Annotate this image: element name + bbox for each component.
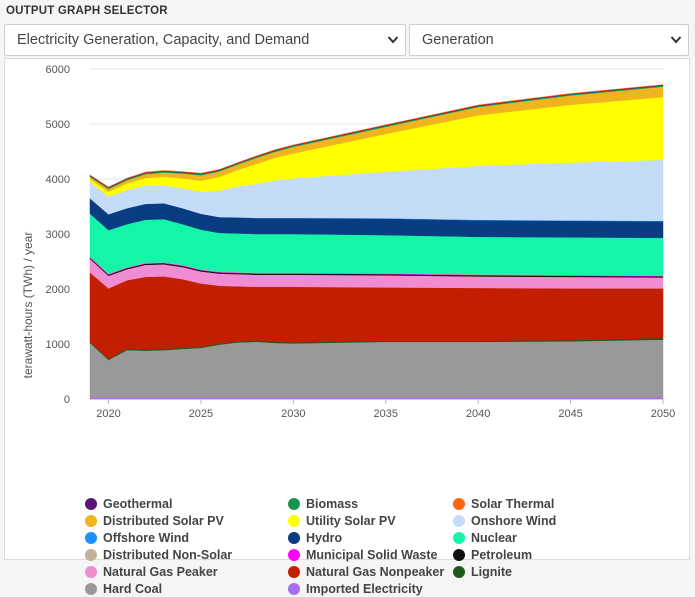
chart-container: 2020 2025 2030 2035 2040 2045 2050 0 1000 2000 30…: [4, 58, 690, 596]
legend-item[interactable]: Natural Gas Nonpeaker: [288, 564, 444, 580]
legend-label: Petroleum: [471, 548, 533, 562]
view-select[interactable]: Generation: [409, 24, 689, 56]
legend-item[interactable]: Imported Electricity: [288, 581, 423, 597]
x-tick-label: 2045: [558, 408, 582, 420]
legend-label: Imported Electricity: [306, 582, 423, 596]
legend-item[interactable]: Distributed Non-Solar: [85, 547, 232, 563]
legend-item[interactable]: Solar Thermal: [453, 496, 554, 512]
legend-label: Biomass: [306, 497, 359, 511]
legend-swatch: [453, 532, 465, 544]
legend-swatch: [453, 515, 465, 527]
y-axis: 0 1000 2000 3000 4000 5000 6000: [46, 64, 70, 406]
panel-title: OUTPUT GRAPH SELECTOR: [6, 5, 168, 17]
legend-swatch: [288, 532, 300, 544]
legend-swatch: [85, 498, 97, 510]
y-tick-label: 0: [64, 394, 70, 406]
legend-swatch: [85, 515, 97, 527]
legend-item[interactable]: Hydro: [288, 530, 342, 546]
x-tick-label: 2035: [373, 408, 397, 420]
legend-swatch: [453, 566, 465, 578]
legend-label: Distributed Non-Solar: [103, 548, 233, 562]
legend-label: Solar Thermal: [471, 497, 555, 511]
legend-swatch: [453, 498, 465, 510]
legend-label: Natural Gas Nonpeaker: [306, 565, 445, 579]
legend-item[interactable]: Geothermal: [85, 496, 172, 512]
legend-item[interactable]: Petroleum: [453, 547, 532, 563]
legend-swatch: [85, 532, 97, 544]
area-series: [89, 84, 664, 400]
legend-item[interactable]: Natural Gas Peaker: [85, 564, 218, 580]
legend-item[interactable]: Hard Coal: [85, 581, 162, 597]
chevron-down-icon: [670, 25, 682, 66]
y-tick-label: 4000: [46, 174, 70, 186]
legend-label: Natural Gas Peaker: [103, 565, 218, 579]
legend-label: Offshore Wind: [103, 531, 189, 545]
x-tick-label: 2025: [189, 408, 213, 420]
y-tick-label: 3000: [46, 229, 70, 241]
y-tick-label: 2000: [46, 284, 70, 296]
chevron-down-icon: [387, 25, 399, 66]
legend-label: Distributed Solar PV: [103, 514, 224, 528]
legend-swatch: [288, 583, 300, 595]
view-select-value: Generation: [422, 32, 494, 48]
legend-item[interactable]: Municipal Solid Waste: [288, 547, 438, 563]
legend-swatch: [85, 583, 97, 595]
legend-item[interactable]: Distributed Solar PV: [85, 513, 224, 529]
legend-item[interactable]: Onshore Wind: [453, 513, 556, 529]
legend-item[interactable]: Biomass: [288, 496, 358, 512]
area-solar-thermal[interactable]: [89, 84, 664, 188]
y-tick-label: 5000: [46, 119, 70, 131]
legend-item[interactable]: Nuclear: [453, 530, 517, 546]
legend-swatch: [453, 549, 465, 561]
legend-item[interactable]: Utility Solar PV: [288, 513, 396, 529]
legend-label: Municipal Solid Waste: [306, 548, 438, 562]
y-tick-label: 1000: [46, 339, 70, 351]
legend-swatch: [288, 566, 300, 578]
legend-item[interactable]: Offshore Wind: [85, 530, 189, 546]
legend-swatch: [288, 549, 300, 561]
legend-swatch: [85, 566, 97, 578]
x-tick-label: 2020: [96, 408, 120, 420]
legend-label: Hard Coal: [103, 582, 163, 596]
legend-label: Geothermal: [103, 497, 173, 511]
x-axis: 2020 2025 2030 2035 2040 2045 2050: [96, 399, 675, 420]
legend-swatch: [85, 549, 97, 561]
legend-label: Hydro: [306, 531, 343, 545]
legend-label: Onshore Wind: [471, 514, 557, 528]
x-tick-label: 2050: [651, 408, 675, 420]
legend-label: Nuclear: [471, 531, 517, 545]
x-tick-label: 2030: [281, 408, 305, 420]
y-tick-label: 6000: [46, 64, 70, 76]
x-tick-label: 2040: [466, 408, 490, 420]
graph-select-value: Electricity Generation, Capacity, and De…: [17, 32, 310, 48]
y-axis-label: terawatt-hours (TWh) / year: [21, 232, 35, 379]
legend-label: Lignite: [471, 565, 512, 579]
stacked-area-chart: 2020 2025 2030 2035 2040 2045 2050 0 1000 2000 30…: [21, 64, 675, 420]
graph-select[interactable]: Electricity Generation, Capacity, and De…: [4, 24, 406, 56]
legend-label: Utility Solar PV: [306, 514, 396, 528]
legend-item[interactable]: Lignite: [453, 564, 512, 580]
legend-swatch: [288, 498, 300, 510]
legend-swatch: [288, 515, 300, 527]
